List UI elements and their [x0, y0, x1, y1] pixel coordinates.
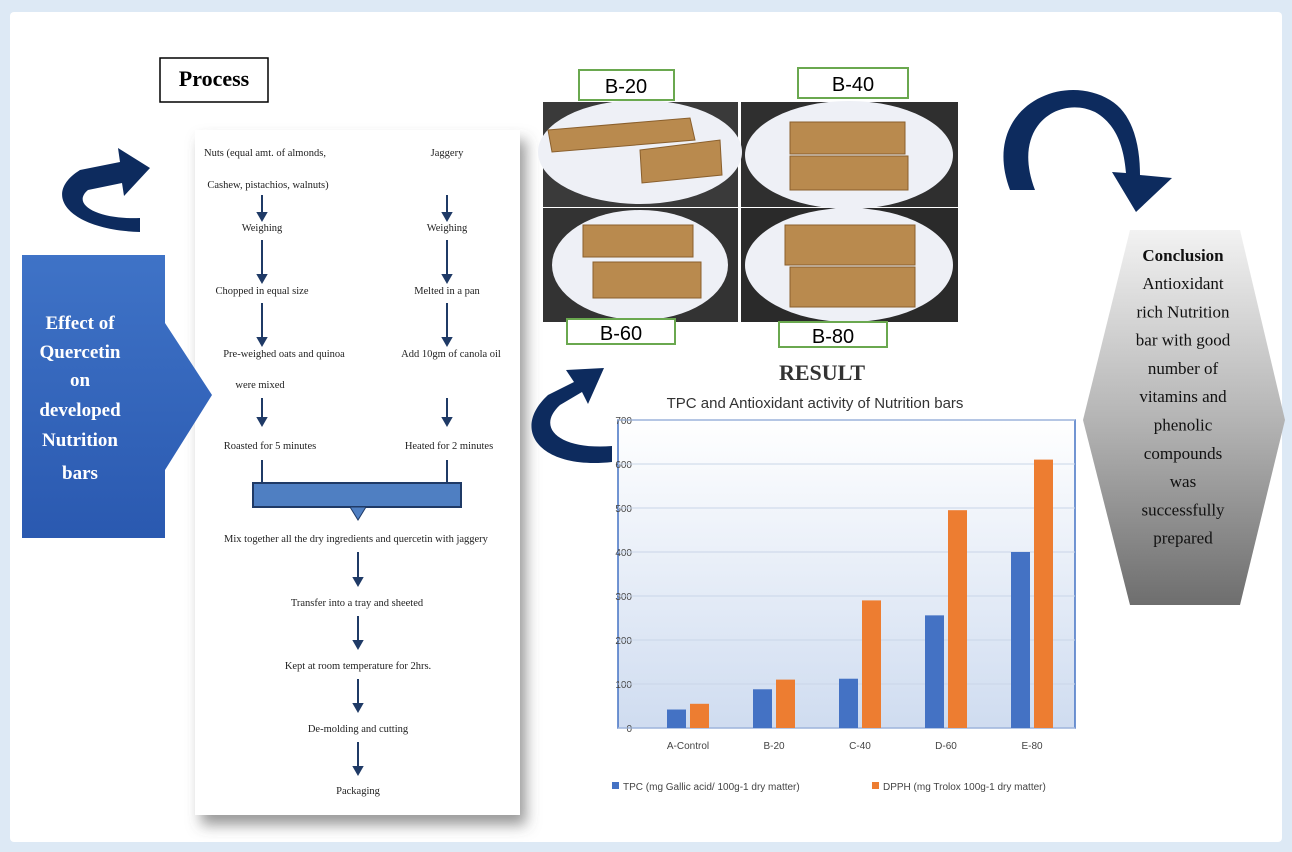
sample-label: B-60 — [600, 323, 642, 345]
bar — [925, 615, 944, 728]
y-tick-label: 400 — [615, 548, 632, 559]
y-tick-label: 200 — [615, 636, 632, 647]
conclusion-line: Antioxidant — [1142, 274, 1223, 293]
flow-text: Chopped in equal size — [215, 286, 308, 297]
conclusion-line: number of — [1148, 359, 1219, 378]
flow-text: Packaging — [336, 786, 380, 797]
flow-text: Weighing — [427, 223, 468, 234]
graphical-abstract: Process Nuts (equal amt. of almonds, Cas… — [0, 0, 1292, 852]
sample-label: B-40 — [832, 74, 874, 96]
conclusion-line: prepared — [1153, 529, 1213, 548]
result-title: RESULT — [779, 360, 865, 385]
y-tick-label: 300 — [615, 592, 632, 603]
bar — [690, 704, 709, 728]
effect-line: Nutrition — [42, 430, 118, 451]
y-tick-label: 500 — [615, 504, 632, 515]
flow-text: Kept at room temperature for 2hrs. — [285, 661, 431, 672]
bar — [862, 600, 881, 728]
flow-text: De-molding and cutting — [308, 724, 409, 735]
flow-text: were mixed — [235, 380, 285, 391]
y-tick-label: 0 — [626, 724, 632, 735]
bar — [948, 510, 967, 728]
conclusion-line: vitamins and — [1139, 387, 1227, 406]
bar — [667, 710, 686, 728]
flow-text: Melted in a pan — [414, 286, 480, 297]
legend-swatch — [612, 782, 619, 789]
flow-text: Nuts (equal amt. of almonds, — [204, 148, 326, 159]
flow-text: Pre-weighed oats and quinoa — [223, 349, 345, 360]
bar — [839, 679, 858, 728]
flow-text: Heated for 2 minutes — [405, 441, 493, 452]
process-title: Process — [179, 66, 250, 91]
effect-line: Quercetin — [40, 342, 121, 363]
conclusion-title: Conclusion — [1142, 246, 1224, 265]
effect-line: developed — [39, 400, 121, 421]
sample-label: B-20 — [605, 76, 647, 98]
bar — [1034, 460, 1053, 728]
flow-text: Cashew, pistachios, walnuts) — [207, 180, 329, 191]
y-tick-label: 600 — [615, 460, 632, 471]
effect-line: bars — [62, 463, 98, 484]
conclusion-text: Conclusion Antioxidant rich Nutrition bar … — [1136, 246, 1231, 548]
y-tick-label: 700 — [615, 416, 632, 427]
bar — [1011, 552, 1030, 728]
chart-title: TPC and Antioxidant activity of Nutritio… — [667, 395, 964, 412]
x-tick-label: D-60 — [935, 741, 957, 752]
conclusion-line: rich Nutrition — [1136, 302, 1230, 321]
photo-grid — [538, 100, 958, 322]
bar — [753, 689, 772, 728]
plate — [745, 101, 953, 209]
merge-box — [253, 483, 461, 507]
flow-text: Jaggery — [431, 148, 464, 159]
sample-label: B-80 — [812, 326, 854, 348]
legend-label: DPPH (mg Trolox 100g-1 dry matter) — [883, 782, 1046, 793]
effect-line: on — [70, 370, 91, 391]
legend-label: TPC (mg Gallic acid/ 100g-1 dry matter) — [623, 782, 800, 793]
flow-text: Weighing — [242, 223, 283, 234]
y-tick-label: 100 — [615, 680, 632, 691]
legend-swatch — [872, 782, 879, 789]
conclusion-line: was — [1170, 472, 1196, 491]
flow-text: Mix together all the dry ingredients and… — [224, 534, 489, 545]
flow-text: Transfer into a tray and sheeted — [291, 598, 424, 609]
conclusion-line: successfully — [1141, 500, 1225, 519]
x-tick-label: B-20 — [763, 741, 785, 752]
flow-text: Roasted for 5 minutes — [224, 441, 316, 452]
bar — [776, 680, 795, 728]
conclusion-line: phenolic — [1154, 416, 1213, 435]
conclusion-line: bar with good — [1136, 331, 1231, 350]
x-tick-label: C-40 — [849, 741, 871, 752]
x-tick-label: A-Control — [667, 741, 709, 752]
flow-text: Add 10gm of canola oil — [401, 349, 501, 360]
effect-line: Effect of — [45, 313, 115, 334]
conclusion-line: compounds — [1144, 444, 1222, 463]
x-tick-label: E-80 — [1021, 741, 1043, 752]
